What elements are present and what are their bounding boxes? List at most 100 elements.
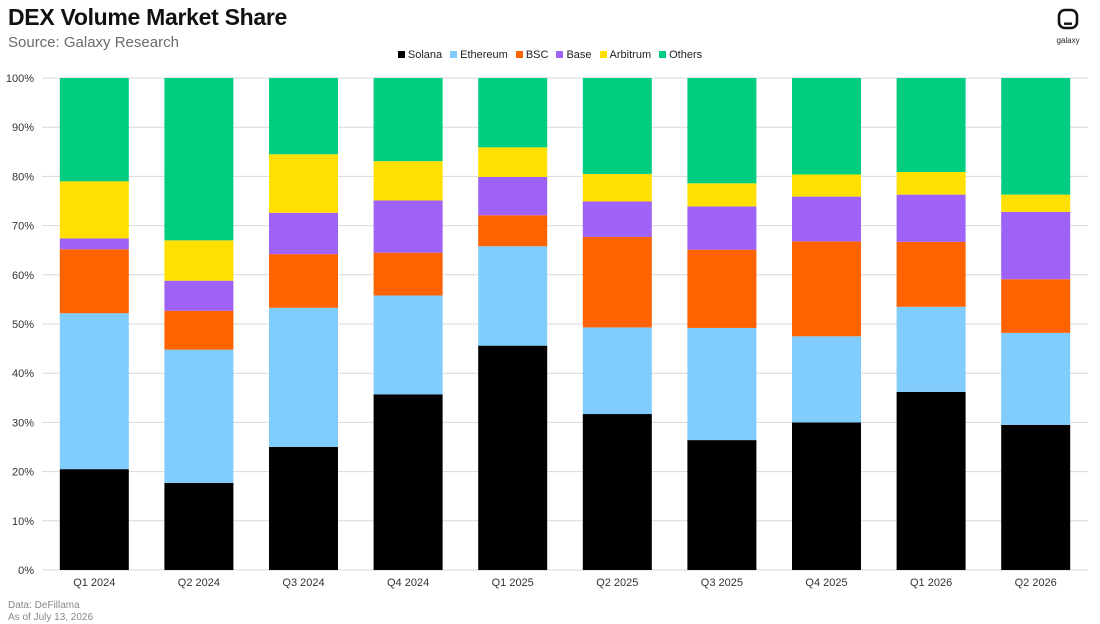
bar-segment-arbitrum — [1001, 194, 1071, 212]
bar-segment-bsc — [687, 249, 757, 328]
bar-segment-solana — [373, 394, 443, 570]
bar-segment-arbitrum — [582, 173, 652, 202]
x-tick-label: Q2 2025 — [596, 577, 638, 589]
galaxy-logo: galaxy — [1050, 8, 1086, 45]
x-tick-label: Q4 2024 — [387, 577, 429, 589]
legend-label: Others — [669, 49, 703, 61]
x-tick-label: Q1 2025 — [492, 577, 534, 589]
bar-segment-bsc — [896, 241, 966, 307]
bar-segment-ethereum — [59, 313, 129, 470]
y-tick-label: 60% — [12, 270, 34, 282]
bar-segment-base — [269, 212, 338, 255]
bar-segment-ethereum — [478, 246, 548, 346]
legend-label: Base — [566, 49, 592, 61]
bar-segment-arbitrum — [373, 161, 443, 201]
bar-segment-solana — [1001, 424, 1071, 570]
legend-label: Arbitrum — [609, 49, 652, 61]
bar-segment-solana — [792, 422, 861, 570]
legend-swatch — [599, 51, 607, 58]
x-tick-label: Q1 2024 — [73, 577, 115, 589]
bar-segment-base — [687, 206, 757, 250]
bar-segment-others — [1001, 78, 1071, 195]
chart-title: DEX Volume Market Share — [8, 4, 287, 30]
bar-segment-bsc — [582, 236, 652, 328]
bar-segment-arbitrum — [792, 174, 861, 197]
legend-swatch — [515, 51, 523, 58]
bar-segment-ethereum — [582, 327, 652, 415]
y-tick-label: 90% — [12, 122, 34, 134]
y-tick-label: 50% — [12, 319, 34, 331]
bar-segment-ethereum — [373, 295, 443, 395]
bar-segment-ethereum — [269, 307, 338, 447]
bar-segment-solana — [687, 440, 757, 570]
bar-segment-solana — [582, 414, 652, 570]
bar-segment-arbitrum — [687, 183, 757, 207]
bar-segment-arbitrum — [164, 240, 234, 281]
chart-subtitle: Source: Galaxy Research — [8, 34, 179, 51]
bar-segment-others — [792, 78, 861, 175]
bar-segment-base — [1001, 211, 1071, 280]
bar-segment-others — [896, 78, 966, 172]
bar-segment-ethereum — [164, 349, 234, 483]
y-tick-label: 20% — [12, 467, 34, 479]
y-tick-label: 10% — [12, 516, 34, 528]
galaxy-logo-text: galaxy — [1056, 36, 1080, 45]
legend-label: BSC — [525, 49, 549, 61]
x-tick-label: Q3 2025 — [701, 577, 743, 589]
galaxy-logo-icon — [1057, 8, 1079, 30]
as-of-date-note: As of July 13, 2026 — [8, 612, 94, 623]
y-tick-label: 80% — [12, 171, 34, 183]
bar-segment-bsc — [478, 215, 548, 247]
bar-segment-base — [896, 194, 966, 242]
bar-segment-others — [164, 78, 234, 241]
legend-label: Ethereum — [460, 49, 508, 61]
bar-segment-others — [687, 78, 757, 184]
bar-segment-others — [373, 78, 443, 162]
y-tick-label: 30% — [12, 417, 34, 429]
bar-segment-bsc — [373, 252, 443, 296]
bar-segment-base — [582, 201, 652, 237]
legend-swatch — [397, 51, 405, 58]
bar-segment-arbitrum — [478, 147, 548, 177]
bar-segment-solana — [896, 391, 966, 570]
bar-segment-bsc — [269, 254, 338, 308]
bar-segment-base — [164, 280, 234, 311]
legend-item-bsc: BSC — [515, 49, 549, 61]
bar-segment-base — [792, 196, 861, 242]
bar-segment-ethereum — [687, 327, 757, 441]
bar-segment-ethereum — [896, 306, 966, 392]
legend-item-others: Others — [659, 49, 702, 61]
bar-segment-base — [478, 176, 548, 216]
bar-segment-arbitrum — [59, 181, 129, 239]
x-tick-label: Q2 2026 — [1015, 577, 1057, 589]
legend-item-base: Base — [556, 49, 592, 61]
bar-segment-others — [582, 78, 652, 174]
x-tick-label: Q4 2025 — [805, 577, 847, 589]
bar-segment-others — [59, 78, 129, 182]
bar-segment-arbitrum — [896, 171, 966, 195]
y-tick-label: 70% — [12, 221, 34, 233]
data-source-note: Data: DeFillama — [8, 600, 80, 611]
bar-segment-others — [478, 78, 548, 148]
bar-segment-bsc — [792, 241, 861, 337]
bar-segment-solana — [478, 345, 548, 570]
bar-segment-solana — [59, 469, 129, 570]
bar-segment-ethereum — [1001, 332, 1071, 425]
legend-item-ethereum: Ethereum — [450, 49, 508, 61]
bar-segment-bsc — [164, 310, 234, 350]
bar-segment-solana — [269, 447, 338, 570]
x-tick-label: Q3 2024 — [282, 577, 324, 589]
legend-label: Solana — [407, 49, 443, 61]
legend-swatch — [556, 51, 564, 58]
x-tick-label: Q1 2026 — [910, 577, 952, 589]
legend-item-arbitrum: Arbitrum — [599, 49, 652, 61]
bar-segment-bsc — [59, 249, 129, 314]
y-tick-label: 0% — [18, 565, 34, 577]
legend-item-solana: Solana — [397, 49, 443, 61]
bar-segment-base — [373, 200, 443, 253]
bar-segment-solana — [164, 482, 234, 570]
bar-segment-others — [269, 78, 338, 155]
chart-legend: Solana Ethereum BSC Base Arbitrum Others — [0, 49, 1100, 61]
y-tick-label: 40% — [12, 368, 34, 380]
